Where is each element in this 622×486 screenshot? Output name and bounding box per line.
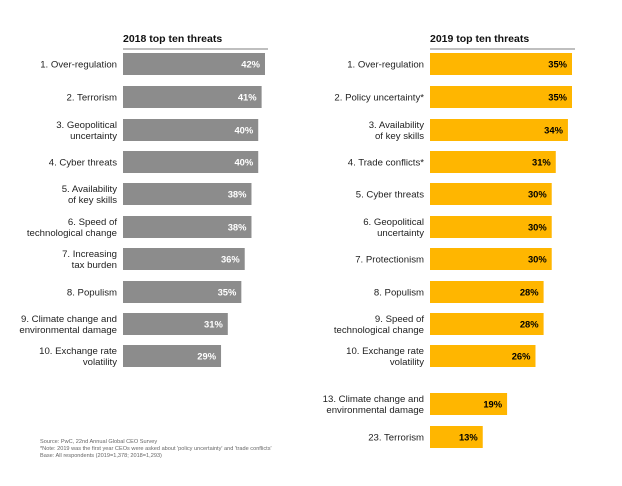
category-label-2018-8: 8. Populism: [67, 288, 117, 299]
category-label-2018-3: 3. Geopolitical uncertainty: [56, 120, 117, 142]
panel-2018: 2018 top ten threats 42% 1. Over-regulati…: [19, 33, 268, 368]
bar-2018-10: [123, 345, 222, 367]
value-label-2018-4: 40%: [234, 157, 253, 168]
value-label-2019-9: 28%: [520, 319, 539, 330]
bar-2018-2: [123, 86, 262, 108]
bar-2019-6: [430, 216, 552, 238]
value-label-2019-4: 31%: [532, 157, 551, 168]
category-label-2019-10: 10. Exchange rate volatility: [346, 346, 424, 368]
panel-2019-title: 2019 top ten threats: [430, 33, 529, 45]
value-label-2018-3: 40%: [234, 125, 253, 136]
footnote-note: *Note: 2019 was the first year CEOs were…: [40, 446, 272, 452]
value-label-2019-7: 30%: [528, 254, 547, 265]
category-label-2018-7: 7. Increasing tax burden: [62, 249, 117, 271]
category-label-2018-10: 10. Exchange rate volatility: [39, 346, 117, 368]
bar-2019-10: [430, 345, 536, 367]
bar-2018-5: [123, 183, 252, 205]
value-label-2019-11: 19%: [483, 399, 502, 410]
category-label-2019-4: 4. Trade conflicts*: [348, 158, 425, 169]
value-label-2018-6: 38%: [228, 222, 247, 233]
bar-2019-5: [430, 183, 552, 205]
category-label-2018-2: 2. Terrorism: [67, 93, 117, 104]
bar-2018-8: [123, 281, 242, 303]
bar-2019-1: [430, 53, 572, 75]
bar-2018-4: [123, 151, 259, 173]
category-label-2018-9: 9. Climate change and environmental damag…: [19, 314, 117, 336]
value-label-2018-9: 31%: [204, 319, 223, 330]
category-label-2019-7: 7. Protectionism: [355, 255, 424, 266]
bar-2018-7: [123, 248, 245, 270]
bar-2019-4: [430, 151, 556, 173]
category-label-2019-8: 8. Populism: [374, 288, 424, 299]
category-label-2019-1: 1. Over-regulation: [347, 60, 424, 71]
bar-2019-8: [430, 281, 544, 303]
bar-2019-9: [430, 313, 544, 335]
value-label-2018-5: 38%: [228, 189, 247, 200]
value-label-2019-10: 26%: [512, 351, 531, 362]
category-label-2019-12: 23. Terrorism: [368, 433, 424, 444]
bar-2019-3: [430, 119, 568, 141]
category-label-2019-9: 9. Speed of technological change: [334, 314, 424, 336]
category-label-2019-11: 13. Climate change and environmental dama…: [323, 394, 424, 416]
category-label-2018-4: 4. Cyber threats: [49, 158, 117, 169]
bar-2018-1: [123, 53, 265, 75]
bar-2019-11: [430, 393, 508, 415]
panel-2019: 2019 top ten threats 35% 1. Over-regulati…: [323, 33, 575, 448]
bar-2018-6: [123, 216, 252, 238]
value-label-2018-8: 35%: [218, 287, 237, 298]
value-label-2019-12: 13%: [459, 432, 478, 443]
value-label-2018-7: 36%: [221, 254, 240, 265]
footnote-base: Base: All respondents (2019=1,378; 2018=…: [40, 453, 162, 459]
category-label-2019-5: 5. Cyber threats: [356, 190, 424, 201]
footnote-source: Source: PwC, 22nd Annual Global CEO Surv…: [40, 439, 157, 445]
category-label-2018-1: 1. Over-regulation: [40, 60, 117, 71]
value-label-2019-2: 35%: [548, 92, 567, 103]
footnotes: Source: PwC, 22nd Annual Global CEO Surv…: [40, 439, 272, 459]
bar-2018-3: [123, 119, 259, 141]
bar-2019-7: [430, 248, 552, 270]
category-label-2018-6: 6. Speed of technological change: [27, 217, 117, 239]
value-label-2018-2: 41%: [238, 92, 257, 103]
bar-2018-9: [123, 313, 228, 335]
value-label-2018-10: 29%: [197, 351, 216, 362]
value-label-2019-6: 30%: [528, 222, 547, 233]
value-label-2019-8: 28%: [520, 287, 539, 298]
value-label-2019-1: 35%: [548, 59, 567, 70]
category-label-2019-6: 6. Geopolitical uncertainty: [363, 217, 424, 239]
bar-2019-12: [430, 426, 483, 448]
category-label-2018-5: 5. Availability of key skills: [62, 184, 117, 206]
bar-2019-2: [430, 86, 572, 108]
value-label-2018-1: 42%: [241, 59, 260, 70]
value-label-2019-3: 34%: [544, 125, 563, 136]
panel-2018-title: 2018 top ten threats: [123, 33, 222, 45]
category-label-2019-2: 2. Policy uncertainty*: [334, 93, 424, 104]
category-label-2019-3: 3. Availability of key skills: [369, 120, 424, 142]
value-label-2019-5: 30%: [528, 189, 547, 200]
